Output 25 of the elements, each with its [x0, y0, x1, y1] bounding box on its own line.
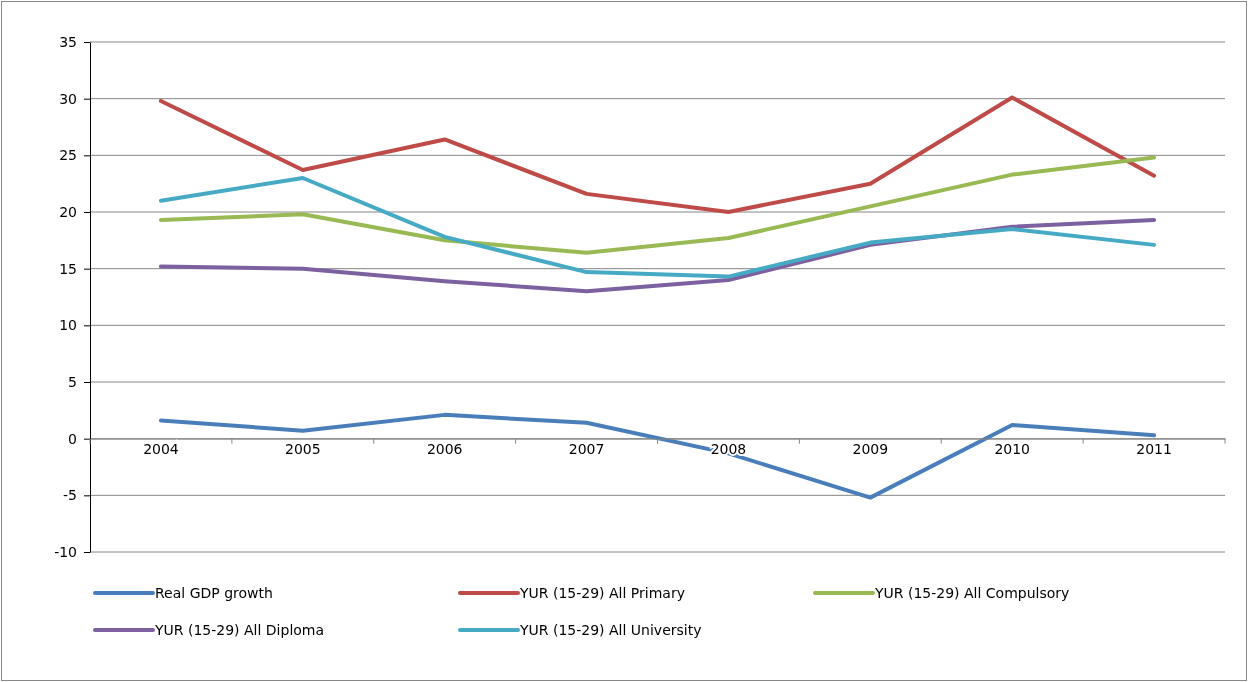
legend-label: YUR (15-29) All University — [519, 621, 702, 638]
x-tick-label: 2010 — [994, 441, 1031, 458]
y-tick-label: 25 — [59, 147, 77, 164]
legend-label: YUR (15-29) All Primary — [519, 584, 685, 601]
x-tick-label: 2006 — [426, 441, 463, 458]
line-series — [158, 176, 1157, 279]
y-tick-label: -10 — [54, 543, 77, 560]
y-tick-label: 20 — [59, 203, 77, 220]
y-tick-label: 10 — [59, 317, 77, 334]
x-tick-label: 2004 — [143, 441, 179, 458]
y-tick-label: 0 — [68, 430, 77, 447]
legend-label: YUR (15-29) All Diploma — [154, 621, 325, 638]
x-tick-label: 2007 — [568, 441, 605, 458]
y-tick-label: -5 — [63, 487, 77, 504]
y-tick-label: 35 — [59, 33, 77, 50]
y-tick-label: 5 — [68, 373, 77, 390]
legend-label: YUR (15-29) All Compulsory — [874, 584, 1070, 601]
x-tick-label: 2005 — [284, 441, 321, 458]
x-tick-label: 2011 — [1136, 441, 1172, 458]
legend-label: Real GDP growth — [155, 584, 273, 601]
x-tick-label: 2009 — [852, 441, 889, 458]
y-tick-label: 15 — [59, 260, 77, 277]
y-tick-label: 30 — [59, 90, 77, 107]
line-series — [158, 155, 1157, 255]
line-series — [158, 95, 1157, 214]
